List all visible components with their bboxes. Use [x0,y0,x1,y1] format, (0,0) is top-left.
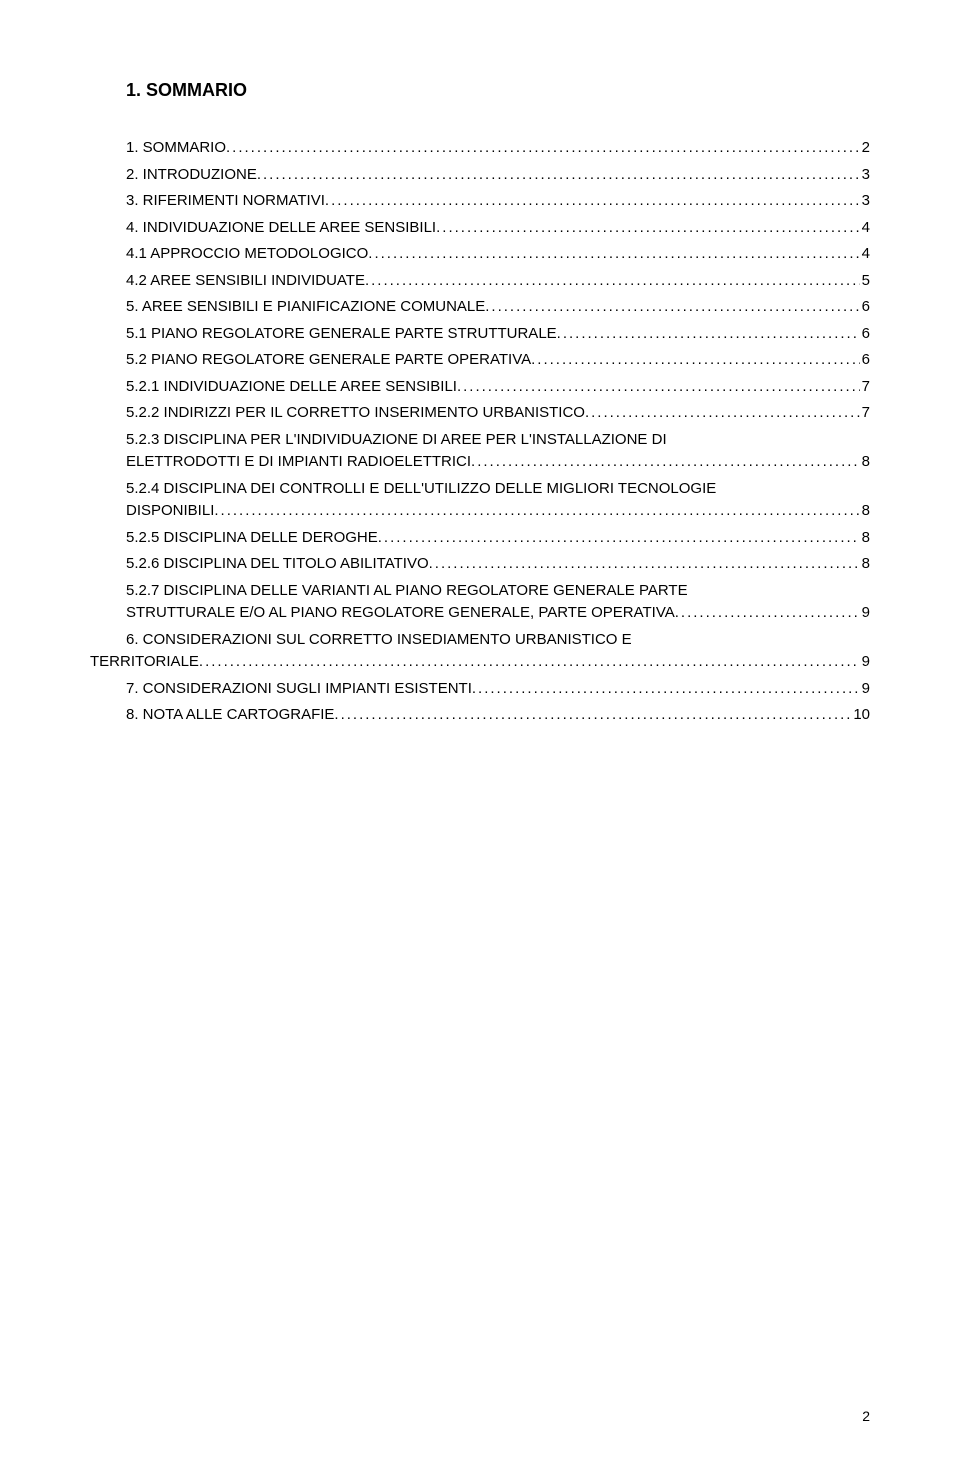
table-of-contents: 1. SOMMARIO22. INTRODUZIONE33. RIFERIMEN… [90,137,870,727]
toc-entry: 1. SOMMARIO 2 [126,137,870,160]
toc-label: 8. NOTA ALLE CARTOGRAFIE [126,704,334,727]
toc-leader-dots [365,270,860,293]
toc-label: 4. INDIVIDUAZIONE DELLE AREE SENSIBILI [126,217,436,240]
toc-label: 5.2.5 DISCIPLINA DELLE DEROGHE [126,527,378,550]
toc-entry: 2. INTRODUZIONE 3 [126,164,870,187]
toc-leader-dots [485,296,859,319]
toc-label: STRUTTURALE E/O AL PIANO REGOLATORE GENE… [126,602,675,625]
toc-page: 4 [860,217,870,240]
toc-label: 4.1 APPROCCIO METODOLOGICO [126,243,368,266]
toc-page: 6 [860,349,870,372]
toc-leader-dots [471,451,860,474]
toc-page: 8 [860,451,870,474]
toc-label: DISPONIBILI [126,500,214,523]
toc-entry: 5.2.3 DISCIPLINA PER L'INDIVIDUAZIONE DI… [126,429,870,474]
toc-entry: 6. CONSIDERAZIONI SUL CORRETTO INSEDIAME… [126,629,870,674]
toc-page: 4 [860,243,870,266]
toc-page: 6 [860,323,870,346]
toc-leader-dots [334,704,851,727]
toc-leader-dots [378,527,860,550]
toc-leader-dots [429,553,860,576]
toc-entry: 5.2.5 DISCIPLINA DELLE DEROGHE 8 [126,527,870,550]
toc-leader-dots [436,217,860,240]
toc-label: 6. CONSIDERAZIONI SUL CORRETTO INSEDIAME… [126,629,870,652]
toc-leader-dots [557,323,860,346]
toc-leader-dots [675,602,860,625]
toc-page: 5 [860,270,870,293]
toc-page: 6 [860,296,870,319]
toc-entry: 7. CONSIDERAZIONI SUGLI IMPIANTI ESISTEN… [126,678,870,701]
toc-label: 1. SOMMARIO [126,137,226,160]
toc-page: 2 [860,137,870,160]
toc-leader-dots [325,190,860,213]
toc-label: 4.2 AREE SENSIBILI INDIVIDUATE [126,270,365,293]
toc-page: 8 [860,527,870,550]
page-title: 1. SOMMARIO [126,80,870,101]
toc-leader-dots [214,500,859,523]
toc-entry: 8. NOTA ALLE CARTOGRAFIE 10 [126,704,870,727]
page-number: 2 [862,1408,870,1424]
toc-label: TERRITORIALE [90,651,199,674]
toc-label: 5.2.1 INDIVIDUAZIONE DELLE AREE SENSIBIL… [126,376,457,399]
toc-page: 10 [851,704,870,727]
toc-leader-dots [457,376,860,399]
toc-label: 5.2.2 INDIRIZZI PER IL CORRETTO INSERIME… [126,402,585,425]
toc-label: 5.2.4 DISCIPLINA DEI CONTROLLI E DELL'UT… [126,478,870,501]
toc-label: 5.2.3 DISCIPLINA PER L'INDIVIDUAZIONE DI… [126,429,870,452]
toc-label: ELETTRODOTTI E DI IMPIANTI RADIOELETTRIC… [126,451,471,474]
toc-label: 2. INTRODUZIONE [126,164,257,187]
toc-leader-dots [585,402,860,425]
toc-entry: 4. INDIVIDUAZIONE DELLE AREE SENSIBILI 4 [126,217,870,240]
toc-leader-dots [226,137,860,160]
toc-entry: 5.2.7 DISCIPLINA DELLE VARIANTI AL PIANO… [126,580,870,625]
toc-entry: 5. AREE SENSIBILI E PIANIFICAZIONE COMUN… [126,296,870,319]
toc-label: 3. RIFERIMENTI NORMATIVI [126,190,325,213]
toc-label: 5.2.6 DISCIPLINA DEL TITOLO ABILITATIVO [126,553,429,576]
toc-entry: 5.1 PIANO REGOLATORE GENERALE PARTE STRU… [126,323,870,346]
toc-label: 5.2 PIANO REGOLATORE GENERALE PARTE OPER… [126,349,531,372]
toc-entry: 5.2.1 INDIVIDUAZIONE DELLE AREE SENSIBIL… [126,376,870,399]
toc-page: 9 [860,602,870,625]
toc-leader-dots [472,678,860,701]
toc-page: 9 [860,651,870,674]
toc-leader-dots [199,651,860,674]
toc-leader-dots [368,243,859,266]
toc-leader-dots [531,349,860,372]
toc-entry: 5.2 PIANO REGOLATORE GENERALE PARTE OPER… [126,349,870,372]
toc-page: 7 [860,376,870,399]
toc-page: 8 [860,553,870,576]
toc-page: 9 [860,678,870,701]
toc-label: 7. CONSIDERAZIONI SUGLI IMPIANTI ESISTEN… [126,678,472,701]
toc-entry: 4.1 APPROCCIO METODOLOGICO 4 [126,243,870,266]
toc-leader-dots [257,164,860,187]
toc-entry: 4.2 AREE SENSIBILI INDIVIDUATE 5 [126,270,870,293]
toc-label: 5. AREE SENSIBILI E PIANIFICAZIONE COMUN… [126,296,485,319]
toc-entry: 3. RIFERIMENTI NORMATIVI 3 [126,190,870,213]
toc-page: 7 [860,402,870,425]
toc-page: 3 [860,164,870,187]
toc-entry: 5.2.2 INDIRIZZI PER IL CORRETTO INSERIME… [126,402,870,425]
toc-entry: 5.2.6 DISCIPLINA DEL TITOLO ABILITATIVO 8 [126,553,870,576]
toc-label: 5.1 PIANO REGOLATORE GENERALE PARTE STRU… [126,323,557,346]
toc-entry: 5.2.4 DISCIPLINA DEI CONTROLLI E DELL'UT… [126,478,870,523]
toc-label: 5.2.7 DISCIPLINA DELLE VARIANTI AL PIANO… [126,580,870,603]
toc-page: 8 [860,500,870,523]
toc-page: 3 [860,190,870,213]
